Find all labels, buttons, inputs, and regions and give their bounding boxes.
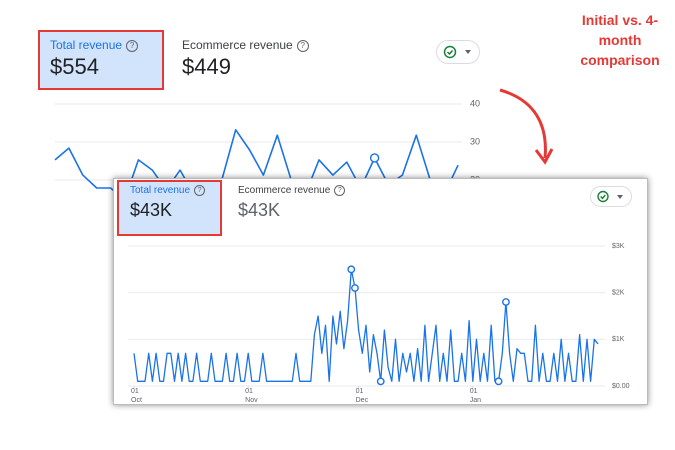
card-value: $554 — [50, 54, 99, 79]
toggle-icon — [443, 45, 471, 59]
series-line — [133, 268, 599, 382]
y-tick-label: $0.00 — [612, 383, 630, 390]
comparison-toggle[interactable] — [590, 186, 632, 207]
card-label: Total revenue? — [130, 185, 206, 196]
card-value: $43K — [238, 200, 281, 220]
x-tick-label: 01 Dec — [355, 388, 369, 404]
point-marker — [347, 265, 356, 274]
point-marker — [502, 298, 510, 306]
point-marker — [376, 377, 385, 386]
point-marker — [351, 284, 359, 292]
card-label: Total revenue? — [50, 38, 139, 52]
card-value: $43K — [130, 200, 173, 220]
x-tick-label: 01 Jan — [469, 388, 482, 404]
point-marker — [369, 153, 380, 163]
card-label: Ecommerce revenue? — [182, 38, 309, 52]
metric-card-selected[interactable] — [38, 30, 164, 90]
point-marker — [494, 377, 503, 386]
card-label: Ecommerce revenue? — [238, 185, 346, 196]
x-tick-label: 01 Nov — [245, 388, 258, 404]
annotation: Initial vs. 4-month comparison — [580, 12, 660, 68]
y-tick-label: $3K — [612, 243, 625, 250]
comparison-toggle[interactable] — [436, 40, 480, 64]
y-tick-label: 40 — [470, 98, 480, 108]
y-tick-label: $2K — [612, 290, 625, 297]
card-value: $449 — [182, 54, 231, 79]
y-tick-label: $1K — [612, 336, 625, 343]
x-tick-label: 01 Oct — [131, 388, 142, 404]
toggle-icon — [597, 190, 623, 203]
y-tick-label: 30 — [470, 136, 480, 146]
